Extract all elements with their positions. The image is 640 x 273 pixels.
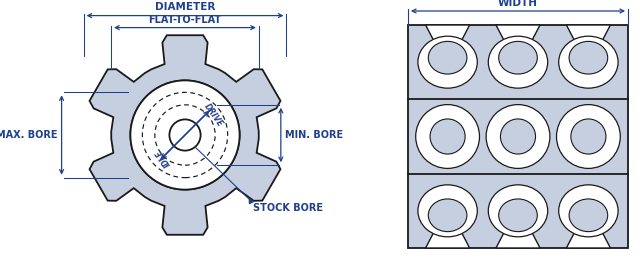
Text: DIAMETER: DIAMETER <box>155 2 215 11</box>
Polygon shape <box>496 25 540 41</box>
Circle shape <box>430 119 465 154</box>
Circle shape <box>500 119 536 154</box>
Polygon shape <box>566 232 611 248</box>
Text: FLAT-TO-FLAT: FLAT-TO-FLAT <box>148 14 221 25</box>
Text: MAX. BORE: MAX. BORE <box>0 130 58 140</box>
Ellipse shape <box>428 41 467 74</box>
Circle shape <box>571 119 606 154</box>
Circle shape <box>416 105 479 168</box>
Ellipse shape <box>499 199 538 232</box>
Ellipse shape <box>569 41 608 74</box>
Circle shape <box>142 92 228 178</box>
Text: WIDTH: WIDTH <box>498 0 538 8</box>
Ellipse shape <box>428 199 467 232</box>
Ellipse shape <box>569 199 608 232</box>
Circle shape <box>131 81 239 190</box>
Circle shape <box>486 105 550 168</box>
Ellipse shape <box>418 185 477 237</box>
Text: STOCK BORE: STOCK BORE <box>253 203 323 213</box>
Ellipse shape <box>418 36 477 88</box>
Polygon shape <box>496 232 540 248</box>
Polygon shape <box>408 25 628 248</box>
Ellipse shape <box>499 41 538 74</box>
Circle shape <box>170 119 200 151</box>
Circle shape <box>557 105 620 168</box>
Polygon shape <box>566 25 611 41</box>
Polygon shape <box>90 35 280 235</box>
Polygon shape <box>426 232 470 248</box>
Polygon shape <box>426 25 470 41</box>
Ellipse shape <box>488 36 548 88</box>
Circle shape <box>131 81 239 190</box>
Circle shape <box>155 105 215 165</box>
Ellipse shape <box>559 185 618 237</box>
Text: DRIVE: DRIVE <box>202 102 224 128</box>
Text: MIN. BORE: MIN. BORE <box>285 130 343 140</box>
Text: IDLE: IDLE <box>154 147 172 168</box>
Ellipse shape <box>488 185 548 237</box>
Ellipse shape <box>559 36 618 88</box>
